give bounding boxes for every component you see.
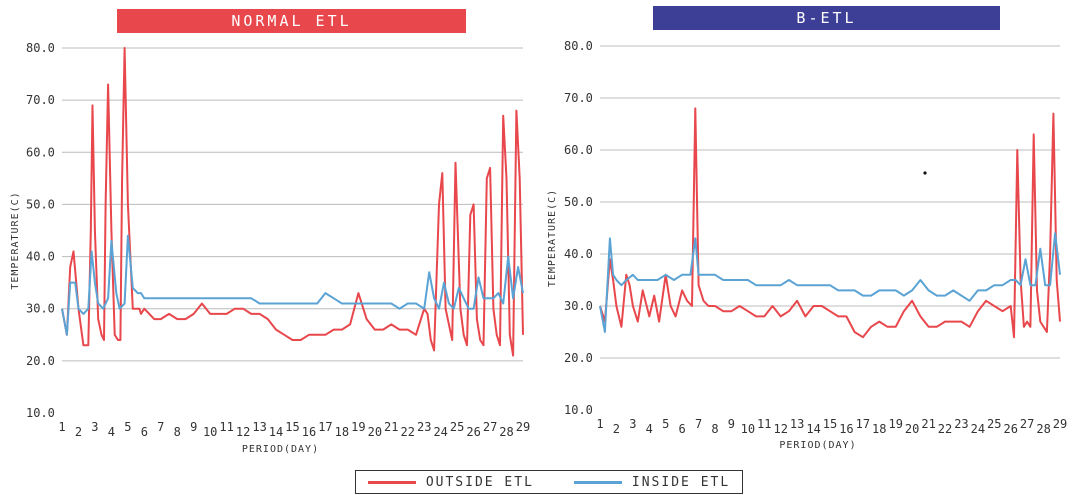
y-tick-label-normal-5: 60.0 (26, 145, 55, 159)
x-tick-label-b-2: 3 (629, 417, 636, 431)
x-tick-label-normal-7: 8 (174, 425, 181, 439)
x-tick-label-normal-20: 21 (384, 420, 398, 434)
x-tick-label-b-10: 11 (757, 417, 771, 431)
x-tick-label-normal-0: 1 (58, 420, 65, 434)
y-tick-label-b-5: 60.0 (564, 143, 593, 157)
y-tick-label-b-7: 80.0 (564, 39, 593, 53)
x-tick-label-b-8: 9 (728, 417, 735, 431)
x-tick-label-normal-26: 27 (483, 420, 497, 434)
x-tick-label-normal-22: 23 (417, 420, 431, 434)
x-tick-label-b-0: 1 (596, 417, 603, 431)
x-tick-label-b-24: 25 (987, 417, 1001, 431)
x-tick-label-b-26: 27 (1020, 417, 1034, 431)
x-tick-label-b-19: 20 (905, 422, 919, 436)
x-tick-label-normal-16: 17 (318, 420, 332, 434)
x-tick-label-b-1: 2 (613, 422, 620, 436)
charts-canvas: 10.020.030.040.050.060.070.080.01 2 3 4 5 6 7 8… (10, 39, 1067, 455)
x-tick-label-b-25: 26 (1003, 422, 1017, 436)
y-tick-label-normal-2: 30.0 (26, 302, 55, 316)
x-tick-label-normal-2: 3 (91, 420, 98, 434)
x-tick-label-b-27: 28 (1036, 422, 1050, 436)
x-tick-label-normal-10: 11 (219, 420, 233, 434)
x-tick-label-normal-4: 5 (124, 420, 131, 434)
y-tick-label-normal-0: 10.0 (26, 406, 55, 420)
legend-label-inside: INSIDE ETL (631, 474, 731, 490)
x-tick-label-b-5: 6 (679, 422, 686, 436)
x-tick-label-normal-13: 14 (269, 425, 283, 439)
y-tick-label-b-4: 50.0 (564, 195, 593, 209)
chart-title-normal-etl: NORMAL ETL (117, 9, 466, 33)
x-tick-label-normal-27: 28 (499, 425, 513, 439)
x-tick-label-normal-1: 2 (75, 425, 82, 439)
x-tick-label-normal-19: 20 (368, 425, 382, 439)
x-tick-label-b-11: 12 (773, 422, 787, 436)
legend-item-outside: OUTSIDE ETL (367, 474, 534, 490)
y-axis-label-b: TEMPERATURE(C) (547, 189, 558, 287)
legend-swatch-inside (573, 480, 622, 484)
x-tick-label-normal-6: 7 (157, 420, 164, 434)
x-tick-label-b-3: 4 (646, 422, 653, 436)
y-tick-label-b-0: 10.0 (564, 403, 593, 417)
series-line-normal-inside (61, 234, 524, 336)
series-line-b-outside (599, 107, 1061, 339)
x-tick-label-b-6: 7 (695, 417, 702, 431)
x-tick-label-normal-17: 18 (335, 425, 349, 439)
x-tick-label-b-28: 29 (1053, 417, 1067, 431)
x-tick-label-b-4: 5 (662, 417, 669, 431)
legend-label-outside: OUTSIDE ETL (425, 474, 534, 490)
x-tick-label-normal-28: 29 (516, 420, 530, 434)
x-tick-label-normal-18: 19 (351, 420, 365, 434)
x-tick-label-normal-23: 24 (433, 425, 447, 439)
x-tick-label-b-23: 24 (971, 422, 985, 436)
y-tick-label-normal-7: 80.0 (26, 41, 55, 55)
x-tick-label-normal-9: 10 (203, 425, 217, 439)
x-tick-label-normal-14: 15 (285, 420, 299, 434)
x-axis-label-b: PERIOD(DAY) (779, 440, 856, 451)
y-tick-label-b-2: 30.0 (564, 299, 593, 313)
x-tick-label-normal-12: 13 (252, 420, 266, 434)
x-tick-label-b-13: 14 (806, 422, 820, 436)
chart-title-b-etl: B-ETL (653, 6, 1000, 30)
x-tick-label-b-21: 22 (938, 422, 952, 436)
x-tick-label-b-15: 16 (839, 422, 853, 436)
y-axis-label-normal: TEMPERATURE(C) (10, 191, 21, 289)
x-tick-label-b-7: 8 (711, 422, 718, 436)
x-tick-label-normal-5: 6 (141, 425, 148, 439)
y-tick-label-normal-6: 70.0 (26, 93, 55, 107)
x-tick-label-normal-8: 9 (190, 420, 197, 434)
legend-item-inside: INSIDE ETL (573, 474, 731, 490)
x-tick-label-b-9: 10 (741, 422, 755, 436)
x-tick-label-b-17: 18 (872, 422, 886, 436)
stray-dot (923, 171, 927, 175)
y-tick-label-b-6: 70.0 (564, 91, 593, 105)
x-tick-label-b-20: 21 (921, 417, 935, 431)
x-tick-label-normal-24: 25 (450, 420, 464, 434)
y-tick-label-normal-3: 40.0 (26, 250, 55, 264)
legend-swatch-outside (367, 480, 416, 484)
x-tick-label-b-12: 13 (790, 417, 804, 431)
y-tick-label-normal-4: 50.0 (26, 197, 55, 211)
y-tick-label-b-3: 40.0 (564, 247, 593, 261)
legend: OUTSIDE ETL INSIDE ETL (355, 470, 743, 494)
series-line-b-inside (599, 232, 1061, 333)
y-tick-label-normal-1: 20.0 (26, 354, 55, 368)
x-tick-label-normal-11: 12 (236, 425, 250, 439)
x-tick-label-normal-15: 16 (302, 425, 316, 439)
x-tick-label-b-14: 15 (823, 417, 837, 431)
x-tick-label-b-18: 19 (888, 417, 902, 431)
x-tick-label-b-16: 17 (856, 417, 870, 431)
x-axis-label-normal: PERIOD(DAY) (242, 444, 319, 455)
x-tick-label-normal-3: 4 (108, 425, 115, 439)
y-tick-label-b-1: 20.0 (564, 351, 593, 365)
x-tick-label-b-22: 23 (954, 417, 968, 431)
x-tick-label-normal-21: 22 (401, 425, 415, 439)
x-tick-label-normal-25: 26 (466, 425, 480, 439)
